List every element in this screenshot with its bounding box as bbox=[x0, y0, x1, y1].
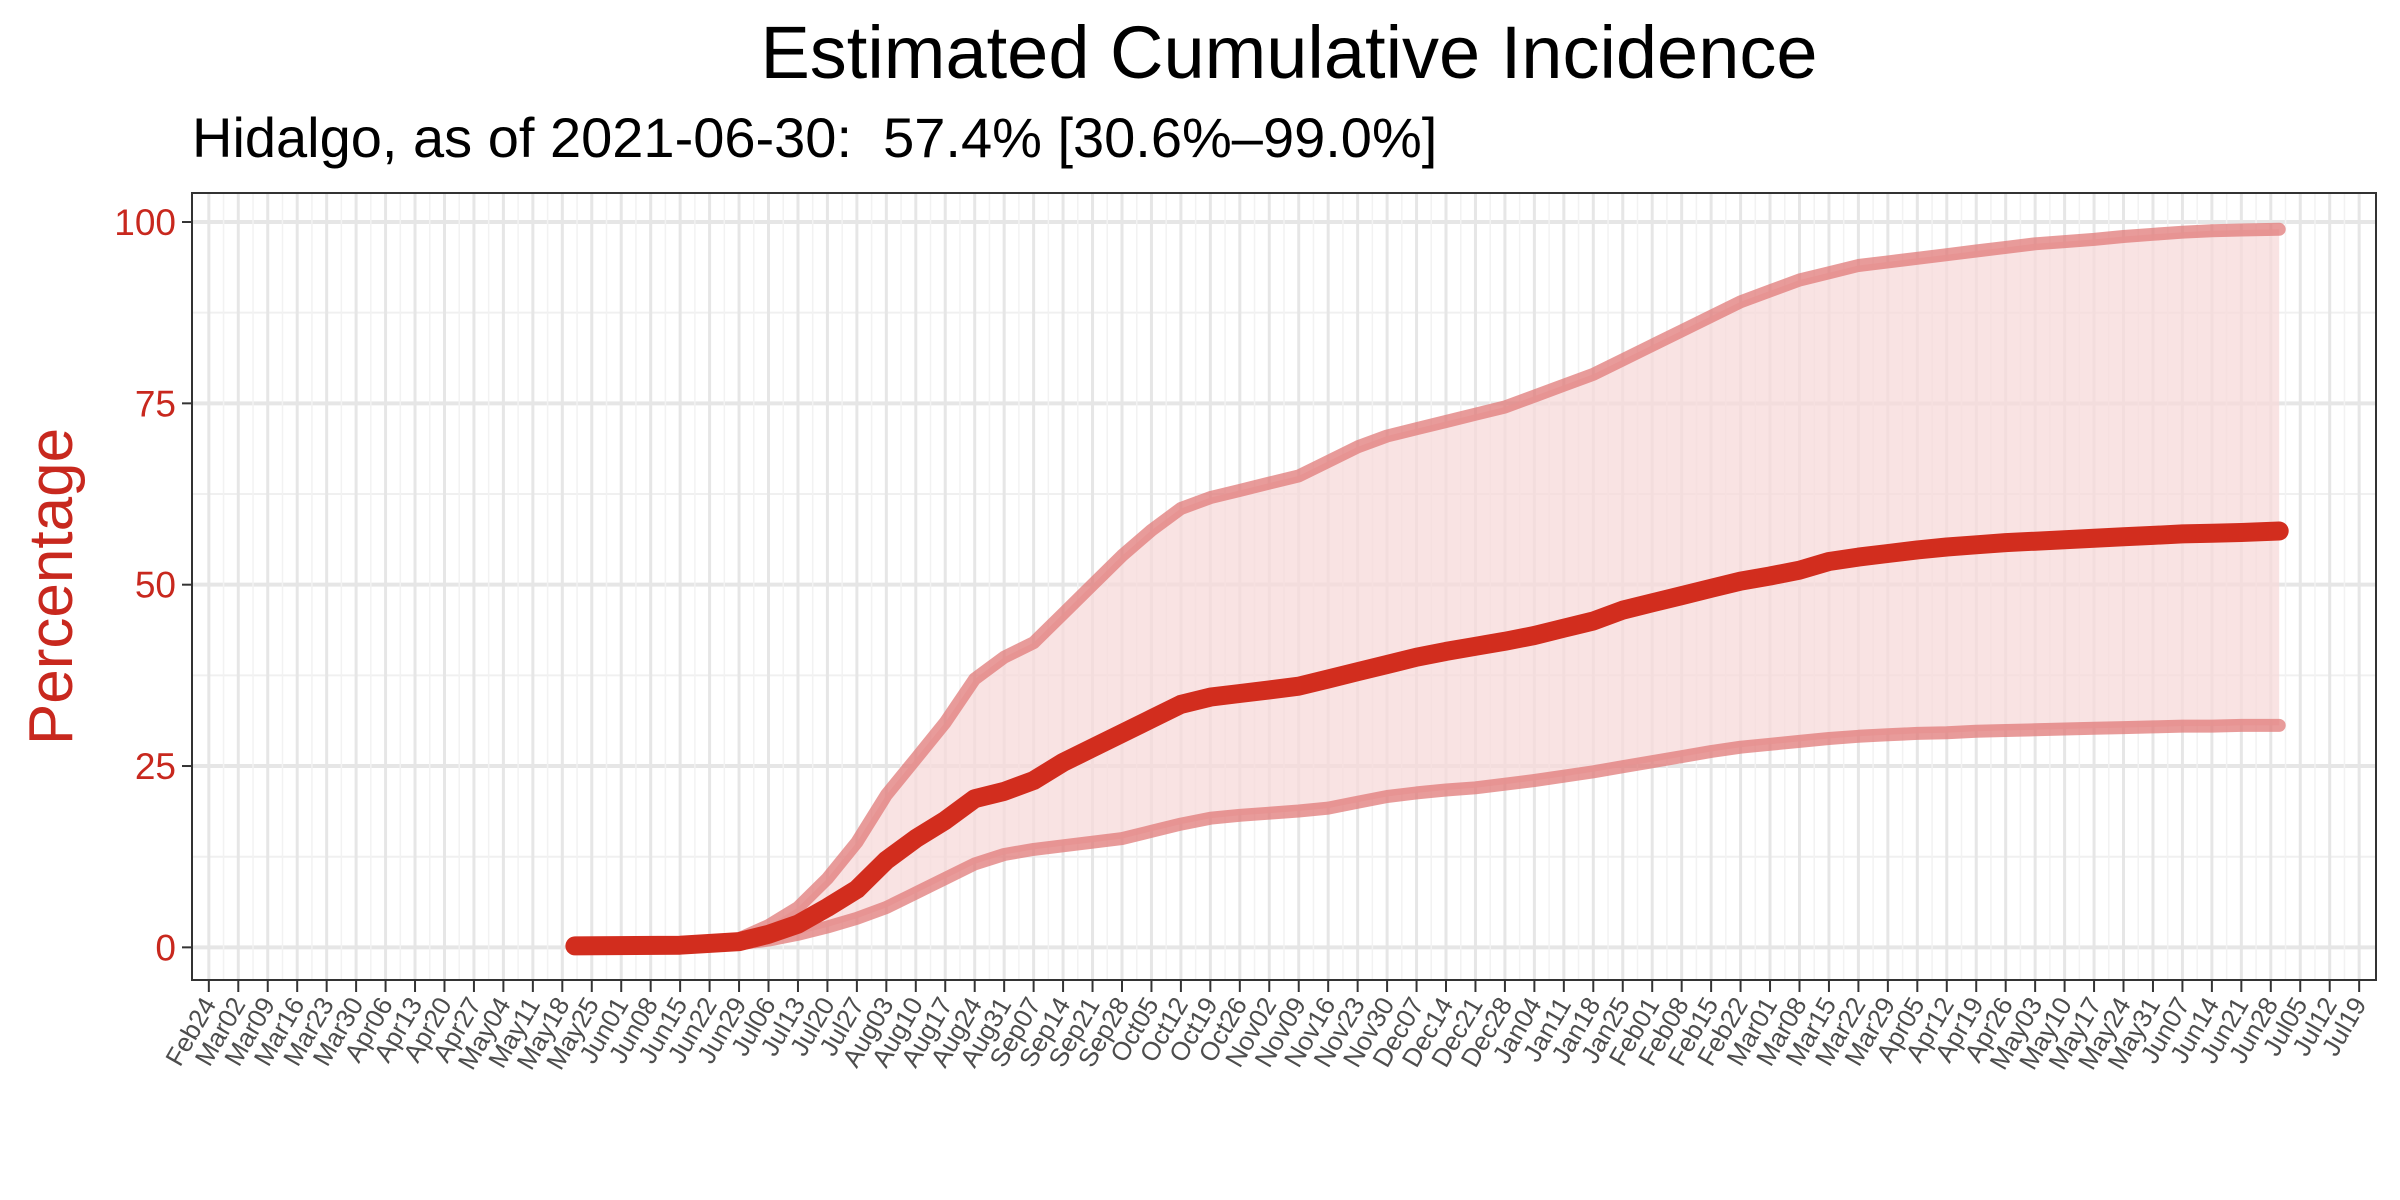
y-tick-label: 25 bbox=[135, 746, 176, 787]
band-area bbox=[574, 229, 2280, 947]
x-axis: Feb24Mar02Mar09Mar16Mar23Mar30Apr06Apr13… bbox=[159, 980, 2372, 1075]
lower-bound-line bbox=[568, 718, 2286, 954]
upper-bound-line bbox=[568, 222, 2286, 952]
plot-frame bbox=[191, 192, 2377, 981]
y-tick-label: 75 bbox=[135, 383, 176, 424]
y-tick-label: 50 bbox=[135, 565, 176, 606]
y-axis-title: Percentage bbox=[17, 428, 86, 745]
y-tick-label: 100 bbox=[114, 202, 176, 243]
estimate-line bbox=[565, 521, 2289, 956]
chart-subtitle: Hidalgo, as of 2021-06-30: 57.4% [30.6%–… bbox=[192, 106, 1438, 169]
y-axis: 0 25 50 75 100 bbox=[114, 202, 192, 968]
y-tick-label: 0 bbox=[155, 927, 176, 968]
series-lines bbox=[565, 222, 2289, 956]
chart-title: Estimated Cumulative Incidence bbox=[760, 11, 1818, 94]
confidence-band bbox=[574, 229, 2280, 947]
